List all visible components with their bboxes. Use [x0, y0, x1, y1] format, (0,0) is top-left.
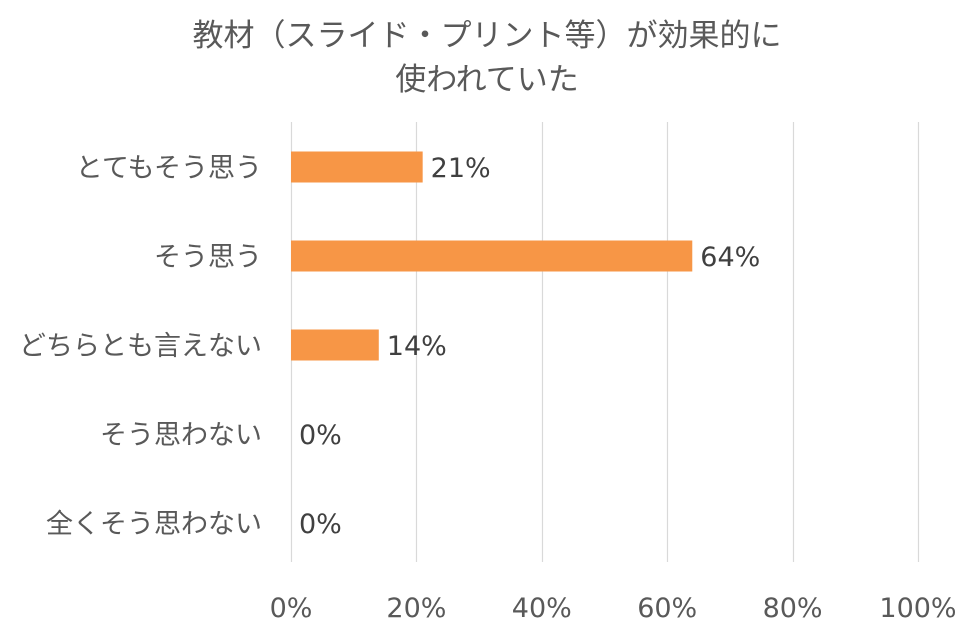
data-label-3: 0% [299, 420, 342, 451]
x-tick-label-0: 0% [270, 593, 313, 624]
data-label-1: 64% [700, 242, 760, 273]
bars [291, 151, 693, 361]
chart-title-line-1: 教材（スライド・プリント等）が効果的に [192, 18, 782, 54]
data-labels: 21% 64% 14% 0% 0% [299, 153, 760, 540]
x-axis-tick-labels: 0% 20% 40% 60% 80% 100% [270, 593, 957, 624]
bar-2 [291, 329, 379, 361]
chart-title-line-2: 使われていた [395, 62, 579, 98]
chart-title: 教材（スライド・プリント等）が効果的に 使われていた [0, 14, 974, 102]
category-label-2: どちらとも言えない [19, 331, 262, 362]
gridlines [290, 122, 920, 562]
x-tick-label-40: 40% [512, 593, 572, 624]
category-label-3: そう思わない [100, 420, 262, 451]
x-tick-label-80: 80% [763, 593, 823, 624]
data-label-2: 14% [387, 331, 447, 362]
category-label-1: そう思う [154, 242, 262, 273]
bar-1 [291, 240, 693, 272]
data-label-0: 21% [431, 153, 491, 184]
data-label-4: 0% [299, 509, 342, 540]
x-tick-label-60: 60% [637, 593, 697, 624]
x-tick-label-20: 20% [386, 593, 446, 624]
category-label-0: とてもそう思う [76, 153, 262, 184]
bar-0 [291, 151, 423, 183]
category-label-4: 全くそう思わない [46, 509, 262, 540]
x-tick-label-100: 100% [879, 593, 956, 624]
